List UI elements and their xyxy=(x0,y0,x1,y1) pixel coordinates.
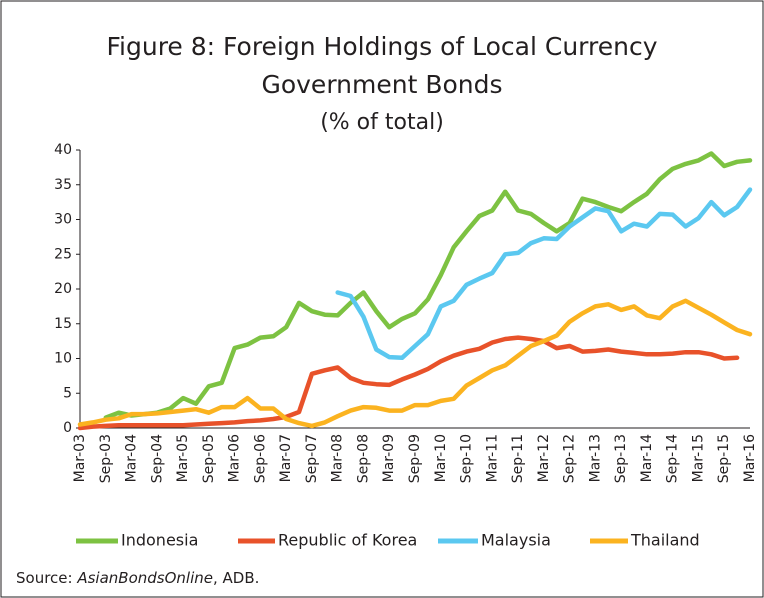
legend-label: Thailand xyxy=(630,531,700,550)
x-tick-label: Sep-03 xyxy=(98,434,114,483)
x-tick-label: Mar-07 xyxy=(278,434,294,482)
x-tick-label: Sep-08 xyxy=(355,434,371,483)
x-tick-label: Mar-11 xyxy=(484,434,500,482)
chart-subtitle: (% of total) xyxy=(320,110,444,135)
x-tick-label: Sep-05 xyxy=(201,434,217,483)
legend-label: Republic of Korea xyxy=(278,531,417,550)
y-tick-label: 20 xyxy=(54,281,72,297)
chart-title: Government Bonds xyxy=(261,70,502,99)
x-tick-label: Mar-14 xyxy=(639,434,655,482)
legend-label: Malaysia xyxy=(481,531,551,550)
x-tick-label: Sep-10 xyxy=(459,434,475,483)
series-line xyxy=(103,151,753,420)
y-tick-label: 25 xyxy=(54,246,72,262)
y-tick-label: 30 xyxy=(54,212,72,228)
x-tick-label: Mar-06 xyxy=(227,434,243,482)
x-tick-label: Sep-07 xyxy=(304,434,320,483)
x-tick-label: Mar-05 xyxy=(175,434,191,482)
y-tick-label: 35 xyxy=(54,177,72,193)
x-tick-label: Mar-13 xyxy=(587,434,603,482)
x-tick-label: Sep-11 xyxy=(510,434,526,483)
x-tick-label: Sep-15 xyxy=(716,434,732,483)
source-prefix: Source: xyxy=(16,569,77,587)
series-line xyxy=(77,298,753,429)
y-tick-label: 0 xyxy=(63,420,72,436)
source-italic: AsianBondsOnline xyxy=(76,569,213,587)
y-tick-label: 40 xyxy=(54,142,72,158)
series-line xyxy=(77,335,740,431)
x-tick-label: Sep-14 xyxy=(665,434,681,483)
x-tick-label: Sep-06 xyxy=(252,434,268,483)
x-tick-label: Mar-03 xyxy=(72,434,88,482)
x-tick-label: Mar-16 xyxy=(742,434,758,482)
y-tick-label: 15 xyxy=(54,316,72,332)
series-line xyxy=(335,187,753,361)
x-tick-label: Sep-09 xyxy=(407,434,423,483)
x-tick-label: Mar-04 xyxy=(124,434,140,482)
x-tick-label: Mar-10 xyxy=(433,434,449,482)
legend-label: Indonesia xyxy=(121,531,198,550)
x-tick-label: Sep-13 xyxy=(613,434,629,483)
y-tick-label: 5 xyxy=(63,385,72,401)
y-tick-label: 10 xyxy=(54,351,72,367)
chart-title: Figure 8: Foreign Holdings of Local Curr… xyxy=(106,32,657,61)
x-tick-label: Mar-15 xyxy=(690,434,706,482)
x-tick-label: Mar-08 xyxy=(330,434,346,482)
source-suffix: , ADB. xyxy=(213,569,259,587)
x-tick-label: Sep-04 xyxy=(149,434,165,483)
source: Source: AsianBondsOnline, ADB. xyxy=(16,569,259,587)
x-tick-label: Mar-09 xyxy=(381,434,397,482)
x-tick-label: Sep-12 xyxy=(562,434,578,483)
x-tick-label: Mar-12 xyxy=(536,434,552,482)
